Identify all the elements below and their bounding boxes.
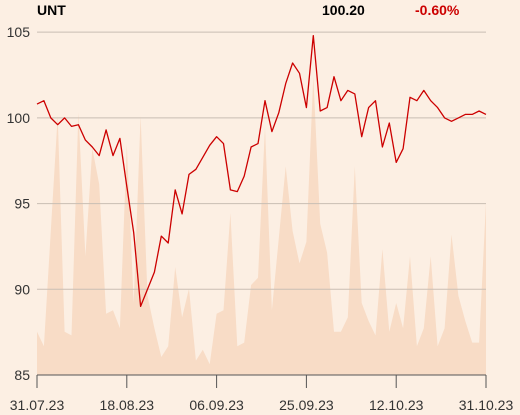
x-tick-label: 31.07.23 (10, 397, 65, 413)
y-tick-label: 105 (7, 24, 31, 40)
y-tick-label: 100 (7, 110, 31, 126)
x-tick-label: 12.10.23 (369, 397, 424, 413)
ticker-label: UNT (37, 2, 66, 18)
x-tick-label: 06.09.23 (189, 397, 244, 413)
x-tick-label: 25.09.23 (279, 397, 334, 413)
y-tick-label: 85 (14, 367, 30, 383)
y-tick-label: 95 (14, 196, 30, 212)
price-value: 100.20 (322, 2, 365, 18)
x-tick-label: 31.10.23 (459, 397, 514, 413)
change-value: -0.60% (415, 2, 460, 18)
y-tick-label: 90 (14, 281, 30, 297)
x-tick-label: 18.08.23 (100, 397, 155, 413)
price-line (36, 34, 487, 308)
volume-area (37, 76, 486, 375)
